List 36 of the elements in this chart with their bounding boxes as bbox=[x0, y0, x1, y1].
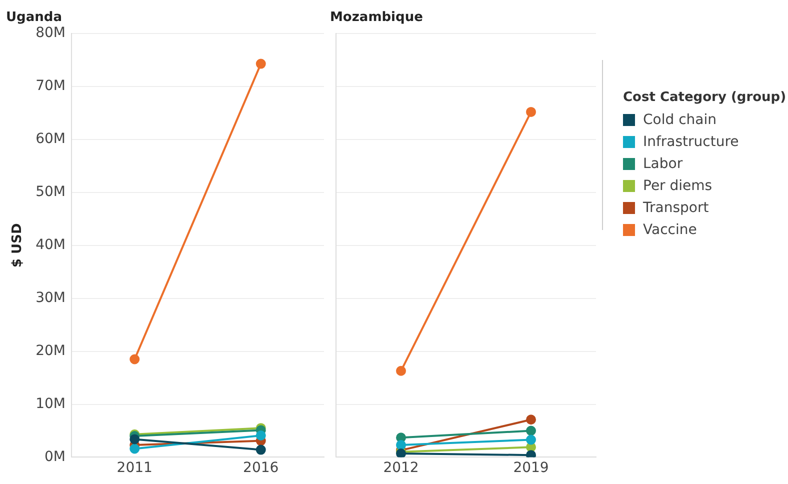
point bbox=[256, 430, 266, 440]
y-tick-label: 0M bbox=[44, 448, 66, 465]
point bbox=[256, 444, 266, 455]
legend-label: Labor bbox=[643, 156, 683, 172]
point bbox=[526, 434, 536, 445]
x-tick-label: 2012 bbox=[383, 460, 419, 476]
point bbox=[130, 434, 140, 444]
y-tick-label: 60M bbox=[36, 131, 66, 148]
legend-label: Transport bbox=[643, 200, 709, 216]
x-tick-label: 2011 bbox=[116, 460, 152, 476]
x-tick-label: 2016 bbox=[243, 460, 279, 476]
y-tick-label: 70M bbox=[36, 78, 66, 94]
y-axis-title: $ USD bbox=[10, 223, 26, 268]
point bbox=[526, 106, 536, 117]
y-tick-label: 10M bbox=[36, 396, 66, 412]
legend-label: Cold chain bbox=[643, 112, 716, 128]
x-tick-label: 2019 bbox=[513, 460, 549, 476]
legend-label: Per diems bbox=[643, 178, 712, 194]
point bbox=[526, 414, 536, 425]
chart-title: Uganda bbox=[6, 10, 62, 26]
legend-label: Vaccine bbox=[643, 222, 697, 238]
point bbox=[526, 426, 536, 436]
point bbox=[130, 444, 140, 454]
point bbox=[526, 450, 536, 458]
legend-label: Infrastructure bbox=[643, 134, 739, 150]
y-tick-label: 40M bbox=[36, 237, 66, 254]
y-tick-label: 20M bbox=[36, 342, 66, 359]
point bbox=[396, 440, 406, 450]
y-tick-label: 30M bbox=[36, 290, 66, 306]
legend-title: Cost Category (group) bbox=[623, 90, 786, 105]
y-tick-label: 80M bbox=[36, 25, 66, 42]
point bbox=[256, 58, 266, 69]
point bbox=[130, 354, 140, 364]
chart-title: Mozambique bbox=[330, 10, 424, 26]
point bbox=[396, 366, 406, 376]
y-tick-label: 50M bbox=[36, 184, 66, 200]
